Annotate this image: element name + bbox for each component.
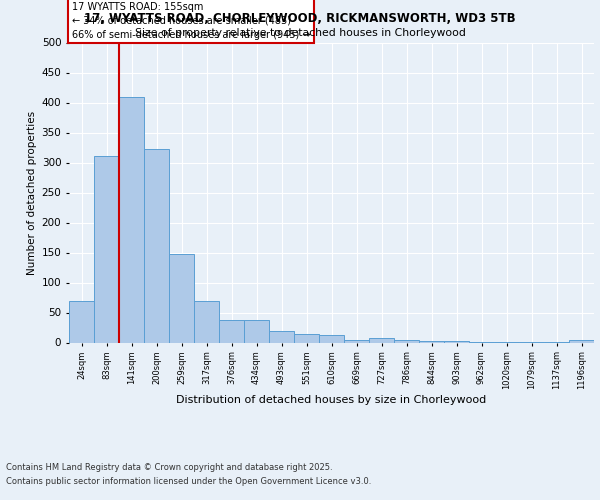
Text: Contains HM Land Registry data © Crown copyright and database right 2025.: Contains HM Land Registry data © Crown c… xyxy=(6,462,332,471)
Bar xyxy=(419,340,444,342)
Bar xyxy=(144,148,169,342)
Text: 17, WYATTS ROAD, CHORLEYWOOD, RICKMANSWORTH, WD3 5TB: 17, WYATTS ROAD, CHORLEYWOOD, RICKMANSWO… xyxy=(84,12,516,26)
Text: 17 WYATTS ROAD: 155sqm
← 34% of detached houses are smaller (485)
66% of semi-de: 17 WYATTS ROAD: 155sqm ← 34% of detached… xyxy=(71,2,310,40)
Bar xyxy=(244,320,269,342)
Bar xyxy=(219,320,244,342)
Bar xyxy=(119,96,144,342)
Bar xyxy=(94,156,119,342)
Text: Size of property relative to detached houses in Chorleywood: Size of property relative to detached ho… xyxy=(134,28,466,38)
Bar xyxy=(194,300,219,343)
Bar xyxy=(569,340,594,342)
Bar xyxy=(344,340,369,342)
Y-axis label: Number of detached properties: Number of detached properties xyxy=(28,110,37,274)
Bar xyxy=(69,300,94,343)
X-axis label: Distribution of detached houses by size in Chorleywood: Distribution of detached houses by size … xyxy=(176,395,487,405)
Bar xyxy=(169,254,194,342)
Text: Contains public sector information licensed under the Open Government Licence v3: Contains public sector information licen… xyxy=(6,478,371,486)
Bar xyxy=(319,334,344,342)
Bar xyxy=(369,338,394,342)
Bar xyxy=(394,340,419,342)
Bar xyxy=(269,330,294,342)
Bar xyxy=(294,334,319,342)
